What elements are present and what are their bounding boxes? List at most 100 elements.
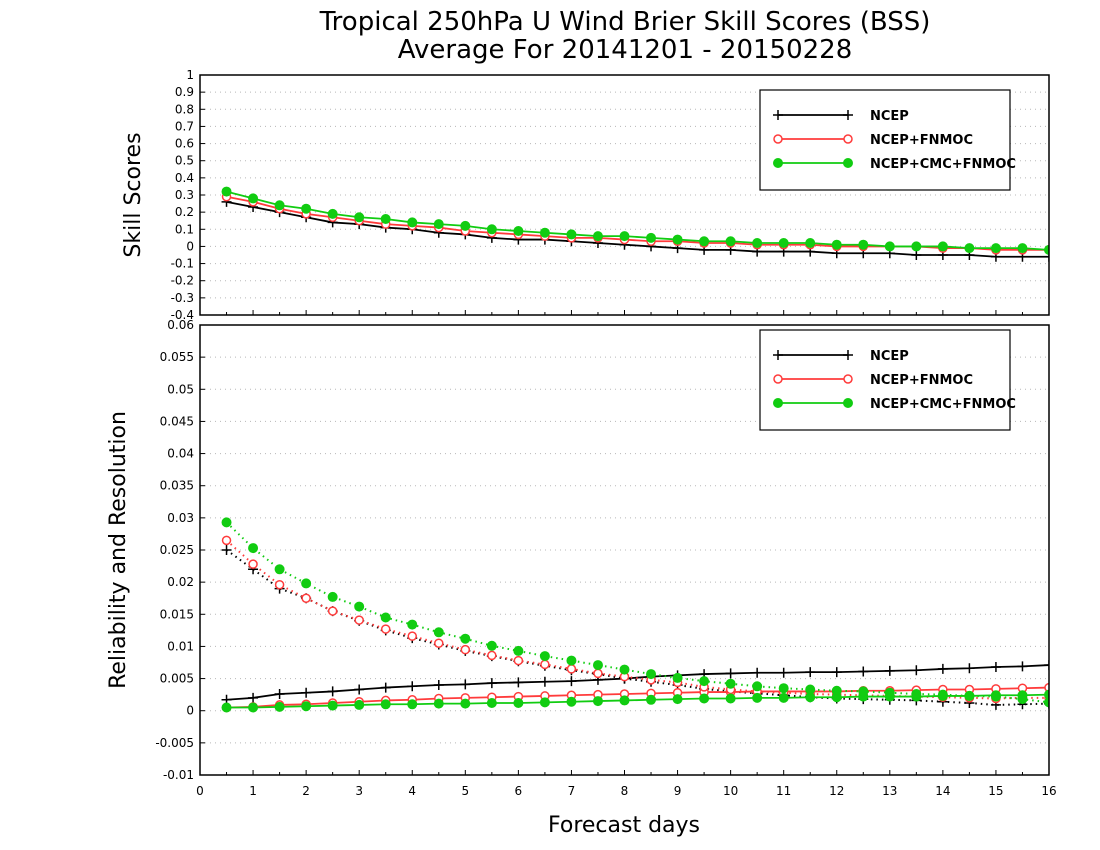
data-point	[805, 238, 816, 248]
legend-label: NCEP+FNMOC	[870, 133, 973, 148]
data-point	[725, 668, 736, 679]
legend-label: NCEP	[870, 109, 909, 124]
data-point	[699, 676, 710, 687]
data-point	[380, 682, 391, 693]
data-point	[672, 694, 683, 705]
data-point	[486, 640, 497, 651]
x-tick-label: 16	[1041, 784, 1056, 798]
data-point	[831, 685, 842, 696]
data-point	[221, 186, 232, 197]
data-point	[1017, 661, 1028, 672]
data-point	[831, 667, 842, 678]
data-point	[592, 696, 603, 707]
y-tick-label: 0.025	[160, 543, 194, 557]
data-point	[460, 633, 471, 644]
data-point	[672, 672, 683, 683]
y-tick-label: 0.8	[175, 102, 194, 116]
data-point	[884, 665, 895, 676]
y-tick-label: 0.01	[167, 639, 194, 653]
data-point	[380, 699, 391, 710]
data-point	[778, 238, 789, 248]
data-point	[460, 679, 471, 690]
data-point	[911, 665, 922, 676]
y-tick-label: 0.055	[160, 350, 194, 364]
chart-title-line2: Average For 20141201 - 20150228	[398, 35, 853, 65]
data-point	[1044, 660, 1049, 671]
data-point	[486, 678, 497, 689]
x-tick-label: 15	[988, 784, 1003, 798]
data-point	[513, 698, 524, 708]
y-tick-label: 0.3	[175, 188, 194, 202]
y-tick-label: 0.9	[175, 85, 194, 99]
y-tick-label: 0.045	[160, 414, 194, 428]
data-point	[566, 696, 577, 707]
data-point	[407, 631, 417, 641]
x-tick-label: 1	[249, 784, 257, 798]
data-point	[301, 203, 312, 214]
data-point	[964, 663, 975, 674]
chart-title-line1: Tropical 250hPa U Wind Brier Skill Score…	[319, 7, 931, 37]
data-point	[407, 217, 418, 228]
y-tick-label: 0.05	[167, 382, 194, 396]
data-point	[354, 601, 365, 612]
y-tick-label: -0.3	[171, 291, 194, 305]
legend-marker	[773, 158, 783, 168]
legend-marker	[773, 110, 783, 120]
data-point	[433, 680, 444, 690]
data-point	[433, 627, 444, 638]
data-point	[805, 684, 816, 695]
data-point	[487, 650, 497, 661]
data-point	[354, 212, 365, 223]
data-point	[354, 684, 365, 695]
data-point	[327, 686, 338, 697]
data-point	[354, 615, 364, 625]
x-tick-label: 3	[355, 784, 363, 798]
data-point	[274, 200, 285, 211]
data-point	[646, 669, 657, 680]
data-point	[566, 229, 577, 240]
data-point	[274, 579, 285, 590]
series-line-ncep-fnmoc-resolution	[225, 539, 1049, 700]
data-point	[513, 677, 524, 688]
data-point	[725, 236, 736, 247]
legend-box	[759, 329, 1011, 431]
data-point	[540, 659, 550, 670]
data-point	[248, 692, 259, 703]
data-point	[407, 699, 418, 710]
data-point	[539, 227, 550, 238]
y-tick-label: 0.03	[167, 511, 194, 525]
data-point	[327, 591, 338, 602]
data-point	[752, 681, 763, 692]
data-point	[407, 619, 418, 630]
data-point	[964, 690, 975, 701]
data-point	[460, 698, 471, 709]
data-point	[301, 578, 312, 589]
x-tick-label: 10	[723, 784, 738, 798]
data-point	[752, 667, 763, 678]
legend-label: NCEP	[870, 349, 909, 364]
y-tick-label: -0.4	[171, 308, 194, 322]
data-point	[937, 241, 948, 252]
y-tick-label: -0.01	[163, 768, 194, 782]
legend-marker	[843, 158, 853, 168]
x-tick-label: 9	[674, 784, 682, 798]
data-point	[566, 664, 577, 674]
x-tick-label: 7	[568, 784, 576, 798]
y-tick-label: 0.7	[175, 119, 194, 133]
data-point	[1044, 244, 1049, 255]
legend-marker	[843, 110, 853, 120]
y-tick-label: 0.04	[167, 447, 194, 461]
legend-marker	[843, 398, 853, 408]
x-tick-label: 4	[408, 784, 416, 798]
data-point	[566, 655, 577, 666]
data-point	[380, 214, 391, 224]
x-tick-label: 5	[461, 784, 469, 798]
data-point	[327, 700, 338, 711]
series-line-ncep-resolution	[225, 549, 1049, 706]
data-point	[831, 239, 842, 250]
data-point	[990, 243, 1001, 254]
data-point	[539, 651, 550, 662]
x-tick-label: 11	[776, 784, 791, 798]
x-tick-label: 0	[196, 784, 204, 798]
data-point	[248, 559, 258, 569]
